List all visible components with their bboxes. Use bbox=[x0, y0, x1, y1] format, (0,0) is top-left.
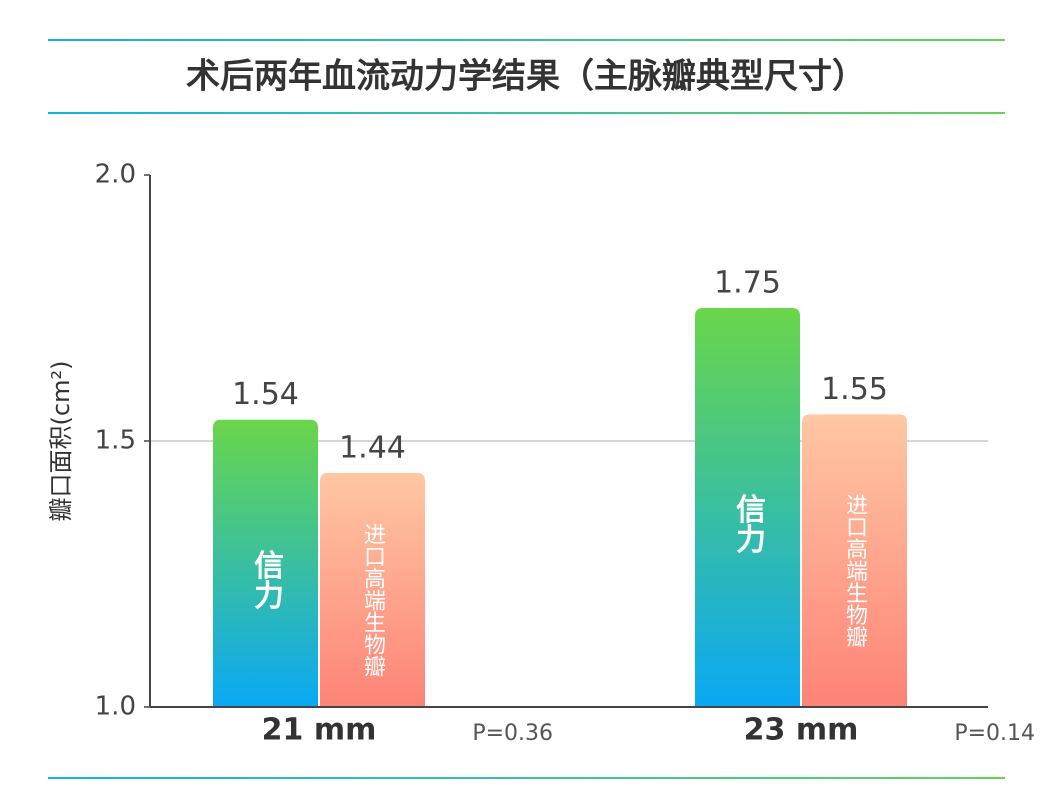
x-tick-label: 23 mm bbox=[744, 713, 859, 748]
bar bbox=[802, 414, 907, 707]
y-tick-label: 1.5 bbox=[95, 426, 136, 456]
rule bbox=[48, 777, 1005, 779]
bar-name: 进口高端生物瓣 bbox=[360, 523, 386, 677]
bar bbox=[320, 472, 425, 707]
y-axis-label: 瓣口面积(cm²) bbox=[47, 361, 75, 522]
value-label: 1.75 bbox=[714, 266, 781, 301]
bar-name: 进口高端生物瓣 bbox=[842, 494, 868, 648]
bar-name: 信力 bbox=[730, 494, 766, 555]
rule bbox=[48, 39, 1005, 41]
chart-title: 术后两年血流动力学结果（主脉瓣典型尺寸） bbox=[186, 57, 866, 97]
value-label: 1.54 bbox=[232, 377, 299, 412]
bar bbox=[213, 419, 318, 707]
x-tick-label: 21 mm bbox=[262, 713, 377, 748]
bar bbox=[695, 308, 800, 707]
annotation: P=0.14 bbox=[954, 721, 1035, 746]
rule bbox=[48, 112, 1005, 114]
value-label: 1.55 bbox=[821, 372, 888, 407]
value-label: 1.44 bbox=[339, 430, 406, 465]
annotation: P=0.36 bbox=[472, 721, 553, 746]
bar-name: 信力 bbox=[248, 549, 284, 610]
y-tick-label: 2.0 bbox=[95, 160, 136, 190]
y-tick-label: 1.0 bbox=[95, 692, 136, 722]
